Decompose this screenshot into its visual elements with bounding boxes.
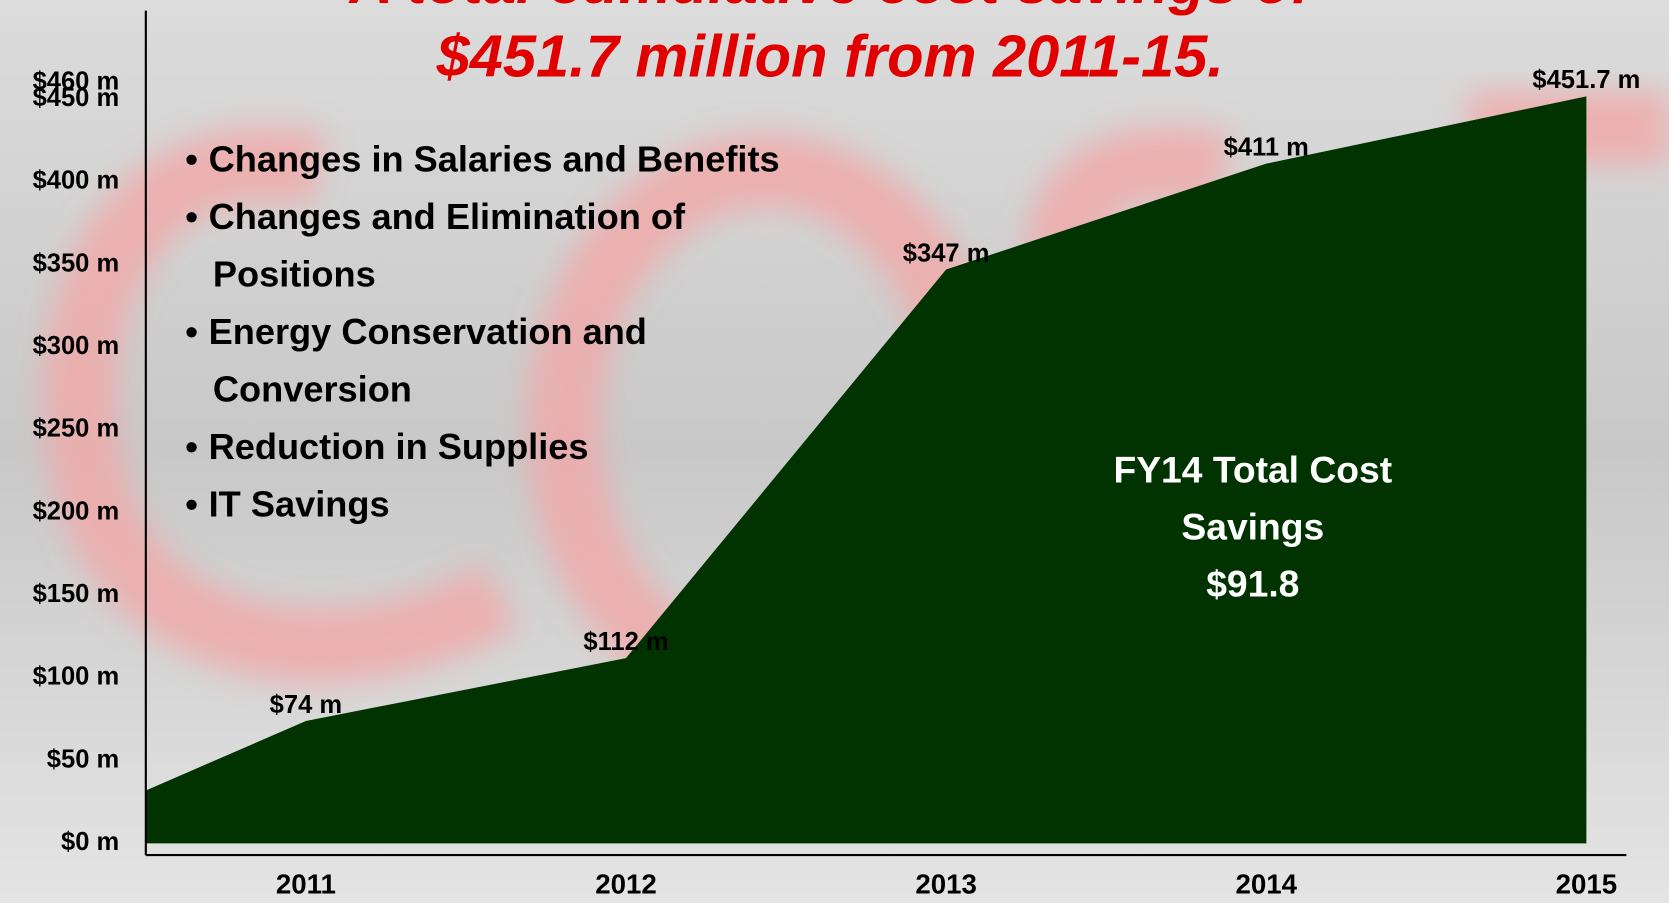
y-tick-label: $300 m: [33, 332, 120, 360]
y-tick-label: $350 m: [33, 249, 120, 277]
annotation: FY14 Total Cost: [1113, 449, 1392, 491]
bullet-dot: •: [185, 426, 198, 467]
data-label: $112 m: [583, 628, 668, 656]
x-tick-label: 2015: [1556, 868, 1618, 899]
annotation: $91.8: [1206, 563, 1299, 605]
bullet-text: Changes in Salaries and Benefits: [209, 138, 780, 179]
bullet-dot: •: [185, 196, 198, 237]
bullet-dot: •: [185, 483, 198, 524]
x-tick-label: 2013: [915, 868, 977, 899]
bullet-text: IT Savings: [209, 483, 390, 524]
y-tick-label: $450 m: [33, 84, 120, 112]
bullet-dot: •: [185, 311, 198, 352]
y-tick-label: $150 m: [33, 580, 120, 608]
chart-title: $451.7 million from 2011-15.: [436, 22, 1224, 89]
bullet-text: Positions: [213, 253, 376, 294]
bullet-dot: •: [185, 138, 198, 179]
x-tick-label: 2012: [595, 868, 657, 899]
y-tick-label: $200 m: [33, 497, 120, 525]
bullet-text: Changes and Elimination of: [209, 196, 686, 237]
data-label: $451.7 m: [1532, 66, 1640, 94]
y-tick-label: $50 m: [47, 745, 119, 773]
data-label: $347 m: [903, 239, 990, 267]
data-label: $411 m: [1224, 134, 1309, 162]
x-tick-label: 2011: [276, 868, 336, 899]
bullet-text: Energy Conservation and: [209, 311, 647, 352]
y-tick-label: $0 m: [61, 828, 119, 856]
y-tick-label: $250 m: [33, 415, 120, 443]
bullet-text: Conversion: [213, 368, 412, 409]
bullet-text: Reduction in Supplies: [209, 426, 589, 467]
y-tick-label: $460 m: [33, 67, 120, 95]
y-tick-label: $100 m: [33, 663, 120, 691]
chart-title: A total cumulative cost savings of: [347, 0, 1316, 16]
area: [145, 96, 1587, 844]
y-tick-label: $400 m: [33, 167, 120, 195]
x-tick-label: 2014: [1235, 868, 1297, 899]
plot-area: [145, 96, 1587, 844]
annotation: Savings: [1181, 506, 1324, 548]
data-label: $74 m: [270, 691, 342, 719]
